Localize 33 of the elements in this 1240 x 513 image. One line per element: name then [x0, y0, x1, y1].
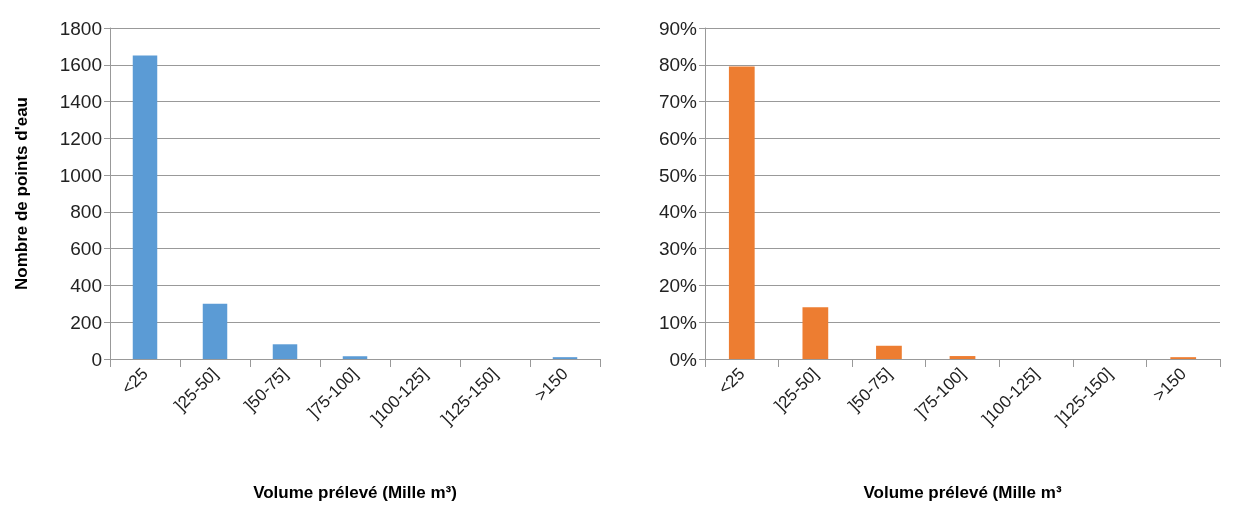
y-tick-label: 60%: [658, 127, 698, 149]
bar: [272, 344, 298, 359]
bar: [802, 307, 829, 359]
y-tick-label: 1400: [59, 91, 102, 113]
y-tick-label: 800: [70, 201, 102, 223]
bar: [949, 356, 976, 359]
y-tick-label: 90%: [658, 17, 698, 39]
x-tick-label: <25: [117, 364, 152, 399]
y-tick-label: 10%: [658, 311, 698, 333]
y-tick-label: 200: [70, 311, 102, 333]
bar: [132, 55, 158, 359]
y-tick-label: 20%: [658, 274, 698, 296]
y-tick-label: 600: [70, 238, 102, 260]
y-tick-label: 0%: [669, 348, 698, 370]
y-tick-label: 1800: [59, 17, 102, 39]
y-tick-label: 80%: [658, 54, 698, 76]
y-tick-label: 50%: [658, 164, 698, 186]
y-tick-label: 40%: [658, 201, 698, 223]
bar: [728, 66, 755, 359]
y-tick-label: 1000: [59, 164, 102, 186]
x-tick-label: <25: [714, 364, 749, 399]
y-tick-label: 400: [70, 274, 102, 296]
bar: [876, 345, 902, 359]
y-tick-label: 1200: [59, 127, 102, 149]
y-tick-label: 1600: [59, 54, 102, 76]
y-tick-label: 30%: [658, 238, 698, 260]
x-axis-title: Volume prélevé (Mille m³: [863, 483, 1062, 502]
x-axis-title: Volume prélevé (Mille m³): [253, 483, 457, 502]
y-tick-label: 70%: [658, 91, 698, 113]
y-tick-label: 0: [91, 348, 102, 370]
bar: [342, 356, 368, 359]
bar: [202, 303, 228, 359]
y-axis-title: Nombre de points d'eau: [12, 97, 31, 290]
